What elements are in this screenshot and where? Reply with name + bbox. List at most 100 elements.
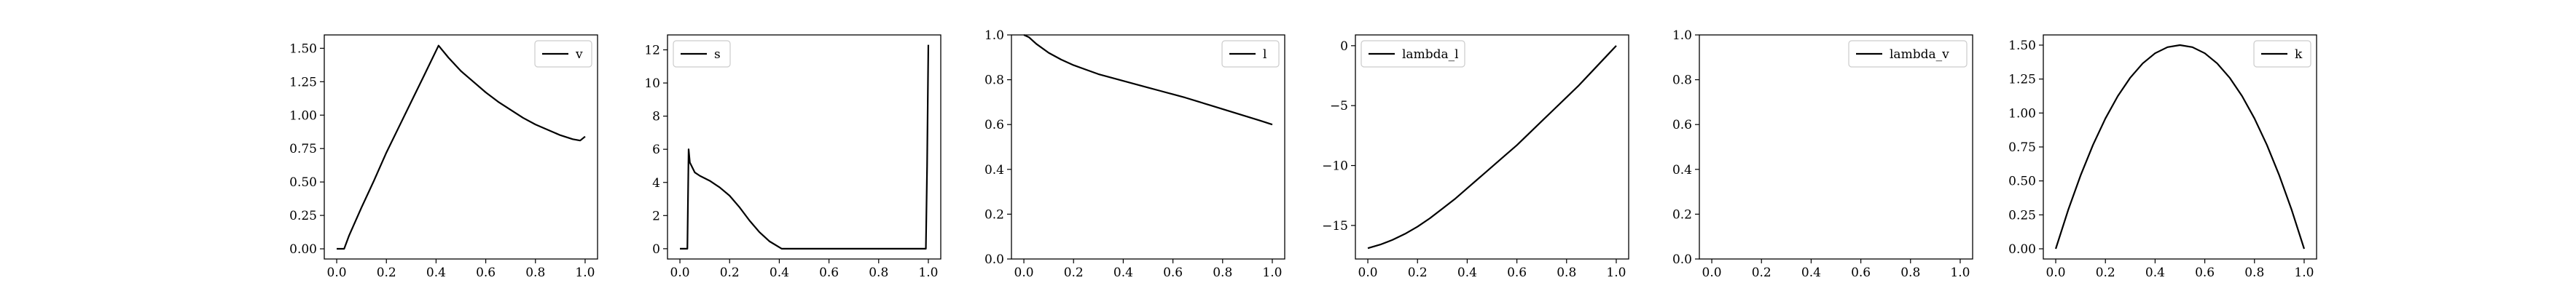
- subplot-4: 0.0 0.2 0.4 0.6 0.8 1.0 −15 −10 −5 0 lambda_l: [1322, 34, 1629, 280]
- x-tick-label: 0.2: [1064, 266, 1084, 280]
- y-tick-label: 0.25: [2008, 208, 2036, 223]
- x-tick-label: 0.8: [869, 266, 888, 280]
- y-tick-label: 8: [652, 110, 660, 124]
- axes-frame: [2043, 34, 2317, 260]
- y-tick-label: 1.50: [289, 41, 317, 56]
- legend: l: [1221, 40, 1280, 68]
- legend-box: [1848, 40, 1968, 68]
- legend: lambda_l: [1361, 40, 1465, 68]
- y-tick-label: 4: [652, 176, 660, 191]
- legend-label: v: [575, 47, 583, 62]
- legend-label: s: [714, 47, 721, 62]
- y-tick-label: 0.4: [984, 163, 1004, 178]
- subplot-2: 0.0 0.2 0.4 0.6 0.8 1.0 0 2 4 6 8 10 12 s: [644, 34, 941, 280]
- axes-frame: [1355, 34, 1629, 260]
- x-tick-label: 0.6: [819, 266, 839, 280]
- x-tick-label: 0.0: [327, 266, 347, 280]
- x-tick-label: 0.0: [1702, 266, 1722, 280]
- y-tick-label: 1.50: [2008, 39, 2036, 53]
- subplot-5: 0.0 0.2 0.4 0.6 0.8 1.0 0.0 0.2 0.4 0.6 0.8 1.0 lamb…: [1672, 28, 1973, 280]
- y-tick-label: 10: [644, 76, 660, 91]
- y-tick-label: 1.0: [984, 28, 1004, 43]
- y-tick-label: 2: [652, 209, 660, 223]
- y-tick-label: 0.00: [289, 242, 317, 257]
- x-tick-label: 0.4: [1113, 266, 1133, 280]
- x-tick-label: 0.4: [770, 266, 789, 280]
- axes-frame: [1011, 34, 1285, 260]
- legend-box: [1361, 40, 1465, 68]
- x-tick-label: 0.8: [1557, 266, 1576, 280]
- y-tick-label: −15: [1322, 219, 1348, 234]
- x-tick-label: 0.2: [1408, 266, 1428, 280]
- y-tick-label: 0.25: [289, 209, 317, 223]
- y-tick-label: 0: [652, 242, 660, 257]
- x-tick-label: 0.2: [377, 266, 396, 280]
- y-tick-label: 0.6: [984, 118, 1004, 132]
- y-tick-label: 12: [644, 44, 660, 58]
- y-tick-label: 0.6: [1672, 118, 1692, 132]
- legend-label: lambda_l: [1402, 47, 1459, 62]
- axes-frame: [324, 34, 598, 260]
- y-tick-label: 0.8: [1672, 73, 1692, 88]
- y-tick-label: 0.0: [1672, 252, 1692, 267]
- x-tick-label: 0.8: [525, 266, 545, 280]
- y-tick-label: 0.75: [2008, 140, 2036, 155]
- y-tick-label: 1.25: [289, 75, 317, 89]
- series-line-l: [1023, 33, 1273, 126]
- y-tick-label: −5: [1330, 99, 1348, 113]
- y-tick-label: 1.00: [289, 108, 317, 123]
- x-tick-label: 0.6: [1507, 266, 1527, 280]
- x-tick-label: 1.0: [1606, 266, 1626, 280]
- x-tick-label: 0.6: [2195, 266, 2215, 280]
- x-tick-label: 1.0: [2294, 266, 2314, 280]
- subplot-6: 0.0 0.2 0.4 0.6 0.8 1.0 0.00 0.25 0.50 0.75 1.00 1.…: [2008, 34, 2317, 280]
- series-line-s: [680, 44, 930, 250]
- y-tick-label: 0.2: [1672, 207, 1692, 222]
- legend: k: [2253, 40, 2311, 68]
- x-tick-label: 0.0: [1358, 266, 1378, 280]
- legend-label: l: [1263, 47, 1267, 62]
- subplot-1: 0.0 0.2 0.4 0.6 0.8 1.0 0.00 0.25 0.50 0.75 1.00 1.…: [289, 34, 598, 280]
- y-tick-label: 0.50: [289, 175, 317, 190]
- x-tick-label: 0.8: [1900, 266, 1920, 280]
- x-tick-label: 0.6: [476, 266, 496, 280]
- x-tick-label: 0.0: [670, 266, 690, 280]
- y-tick-label: 0.0: [984, 252, 1004, 267]
- x-tick-label: 1.0: [1950, 266, 1970, 280]
- y-tick-label: 6: [652, 143, 660, 157]
- x-tick-label: 0.8: [2244, 266, 2264, 280]
- legend-label: k: [2295, 47, 2303, 62]
- y-tick-label: 1.0: [1672, 28, 1692, 43]
- x-tick-label: 0.4: [1801, 266, 1821, 280]
- x-tick-label: 0.6: [1163, 266, 1183, 280]
- x-tick-label: 0.2: [2096, 266, 2115, 280]
- x-tick-label: 1.0: [575, 266, 595, 280]
- axes-frame: [667, 34, 941, 260]
- series-line-v: [337, 44, 586, 250]
- x-tick-label: 0.4: [1457, 266, 1477, 280]
- y-tick-label: 0.00: [2008, 242, 2036, 257]
- subplot-3: 0.0 0.2 0.4 0.6 0.8 1.0 0.0 0.2 0.4 0.6 0.8 1.0 l: [984, 28, 1285, 280]
- legend-label: lambda_v: [1890, 47, 1949, 62]
- y-tick-label: −10: [1322, 159, 1348, 174]
- x-tick-label: 0.6: [1851, 266, 1871, 280]
- y-tick-label: 0.75: [289, 142, 317, 156]
- x-tick-label: 0.8: [1213, 266, 1232, 280]
- axes-frame: [1699, 34, 1973, 260]
- x-tick-label: 0.0: [1014, 266, 1034, 280]
- x-tick-label: 1.0: [918, 266, 938, 280]
- y-tick-label: 0: [1340, 39, 1348, 54]
- y-tick-label: 1.00: [2008, 106, 2036, 121]
- y-tick-label: 0.50: [2008, 175, 2036, 189]
- x-tick-label: 0.4: [2145, 266, 2165, 280]
- x-tick-label: 0.2: [1752, 266, 1772, 280]
- x-tick-label: 0.2: [720, 266, 740, 280]
- y-tick-label: 0.4: [1672, 163, 1692, 178]
- y-tick-label: 0.2: [984, 207, 1004, 222]
- legend: s: [673, 40, 731, 68]
- series-line-lambda_l: [1367, 45, 1617, 250]
- x-tick-label: 0.0: [2046, 266, 2066, 280]
- x-tick-label: 1.0: [1262, 266, 1282, 280]
- x-tick-label: 0.4: [426, 266, 446, 280]
